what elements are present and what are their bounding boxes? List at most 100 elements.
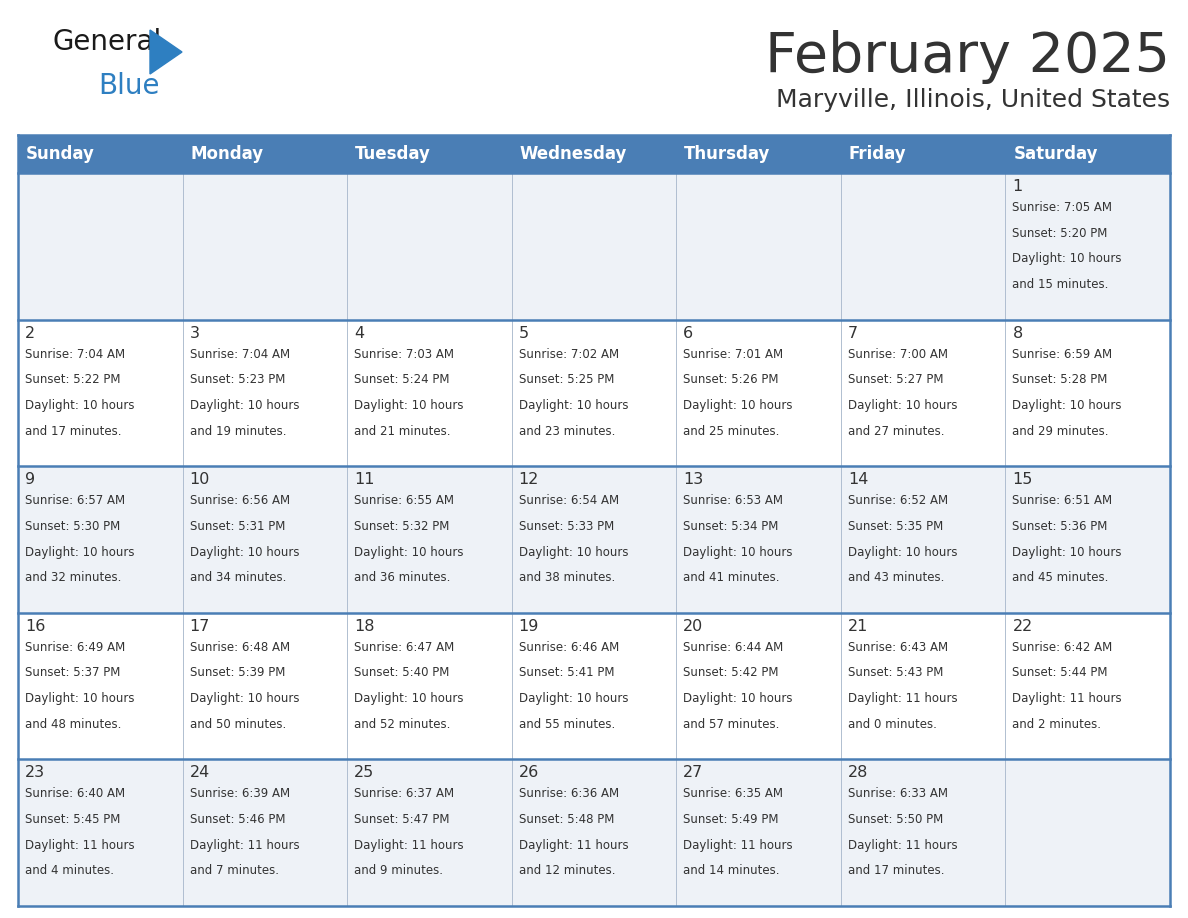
Text: Sunset: 5:36 PM: Sunset: 5:36 PM: [1012, 520, 1107, 532]
Text: and 4 minutes.: and 4 minutes.: [25, 865, 114, 878]
Text: Daylight: 11 hours: Daylight: 11 hours: [683, 839, 792, 852]
Text: Friday: Friday: [849, 145, 906, 163]
Text: Sunset: 5:46 PM: Sunset: 5:46 PM: [190, 813, 285, 826]
Text: and 43 minutes.: and 43 minutes.: [848, 571, 944, 584]
Text: Tuesday: Tuesday: [355, 145, 431, 163]
Text: Daylight: 10 hours: Daylight: 10 hours: [25, 545, 134, 558]
Text: Sunset: 5:49 PM: Sunset: 5:49 PM: [683, 813, 779, 826]
Text: and 17 minutes.: and 17 minutes.: [25, 424, 121, 438]
Text: 17: 17: [190, 619, 210, 633]
Text: and 14 minutes.: and 14 minutes.: [683, 865, 779, 878]
Text: Sunrise: 7:02 AM: Sunrise: 7:02 AM: [519, 348, 619, 361]
Text: Sunrise: 6:33 AM: Sunrise: 6:33 AM: [848, 788, 948, 800]
Text: Sunset: 5:24 PM: Sunset: 5:24 PM: [354, 374, 449, 386]
Text: Daylight: 10 hours: Daylight: 10 hours: [519, 692, 628, 705]
Text: and 21 minutes.: and 21 minutes.: [354, 424, 450, 438]
Text: and 48 minutes.: and 48 minutes.: [25, 718, 121, 731]
Text: 3: 3: [190, 326, 200, 341]
Text: Daylight: 10 hours: Daylight: 10 hours: [1012, 399, 1121, 412]
Text: Sunset: 5:44 PM: Sunset: 5:44 PM: [1012, 666, 1108, 679]
Text: Maryville, Illinois, United States: Maryville, Illinois, United States: [776, 88, 1170, 112]
Text: February 2025: February 2025: [765, 30, 1170, 84]
Bar: [18, 135, 1170, 173]
Text: Sunrise: 6:59 AM: Sunrise: 6:59 AM: [1012, 348, 1112, 361]
Text: Sunset: 5:34 PM: Sunset: 5:34 PM: [683, 520, 778, 532]
Text: 28: 28: [848, 766, 868, 780]
Text: Sunrise: 6:36 AM: Sunrise: 6:36 AM: [519, 788, 619, 800]
Text: Sunrise: 6:42 AM: Sunrise: 6:42 AM: [1012, 641, 1113, 654]
Text: and 41 minutes.: and 41 minutes.: [683, 571, 779, 584]
Text: 1: 1: [1012, 179, 1023, 194]
Text: Sunset: 5:37 PM: Sunset: 5:37 PM: [25, 666, 120, 679]
Text: 8: 8: [1012, 326, 1023, 341]
Text: Sunrise: 6:53 AM: Sunrise: 6:53 AM: [683, 494, 783, 508]
Text: and 9 minutes.: and 9 minutes.: [354, 865, 443, 878]
Text: 5: 5: [519, 326, 529, 341]
Text: 11: 11: [354, 472, 374, 487]
Text: and 38 minutes.: and 38 minutes.: [519, 571, 615, 584]
Text: Daylight: 11 hours: Daylight: 11 hours: [519, 839, 628, 852]
Text: and 57 minutes.: and 57 minutes.: [683, 718, 779, 731]
Text: 13: 13: [683, 472, 703, 487]
Text: Sunset: 5:41 PM: Sunset: 5:41 PM: [519, 666, 614, 679]
Text: Sunset: 5:31 PM: Sunset: 5:31 PM: [190, 520, 285, 532]
Text: Daylight: 10 hours: Daylight: 10 hours: [848, 545, 958, 558]
Text: Sunrise: 6:46 AM: Sunrise: 6:46 AM: [519, 641, 619, 654]
Bar: [18, 319, 1170, 466]
Text: 20: 20: [683, 619, 703, 633]
Text: Daylight: 11 hours: Daylight: 11 hours: [848, 692, 958, 705]
Text: Sunset: 5:35 PM: Sunset: 5:35 PM: [848, 520, 943, 532]
Text: 14: 14: [848, 472, 868, 487]
Text: Sunset: 5:39 PM: Sunset: 5:39 PM: [190, 666, 285, 679]
Bar: [18, 173, 1170, 319]
Text: Sunset: 5:48 PM: Sunset: 5:48 PM: [519, 813, 614, 826]
Text: 16: 16: [25, 619, 45, 633]
Text: 2: 2: [25, 326, 36, 341]
Text: Sunrise: 6:51 AM: Sunrise: 6:51 AM: [1012, 494, 1112, 508]
Text: Sunrise: 7:05 AM: Sunrise: 7:05 AM: [1012, 201, 1112, 214]
Polygon shape: [150, 30, 182, 74]
Text: 18: 18: [354, 619, 374, 633]
Text: 9: 9: [25, 472, 36, 487]
Text: Sunrise: 6:49 AM: Sunrise: 6:49 AM: [25, 641, 125, 654]
Bar: [18, 466, 1170, 613]
Text: Sunrise: 7:04 AM: Sunrise: 7:04 AM: [190, 348, 290, 361]
Text: Sunset: 5:45 PM: Sunset: 5:45 PM: [25, 813, 120, 826]
Text: Sunrise: 6:55 AM: Sunrise: 6:55 AM: [354, 494, 454, 508]
Text: Daylight: 10 hours: Daylight: 10 hours: [354, 692, 463, 705]
Text: Sunrise: 6:40 AM: Sunrise: 6:40 AM: [25, 788, 125, 800]
Text: Sunset: 5:43 PM: Sunset: 5:43 PM: [848, 666, 943, 679]
Text: Sunset: 5:23 PM: Sunset: 5:23 PM: [190, 374, 285, 386]
Text: and 17 minutes.: and 17 minutes.: [848, 865, 944, 878]
Text: Daylight: 10 hours: Daylight: 10 hours: [848, 399, 958, 412]
Text: Daylight: 10 hours: Daylight: 10 hours: [25, 399, 134, 412]
Text: Sunrise: 6:54 AM: Sunrise: 6:54 AM: [519, 494, 619, 508]
Text: Daylight: 10 hours: Daylight: 10 hours: [1012, 545, 1121, 558]
Text: Daylight: 11 hours: Daylight: 11 hours: [25, 839, 134, 852]
Text: Daylight: 10 hours: Daylight: 10 hours: [1012, 252, 1121, 265]
Text: and 23 minutes.: and 23 minutes.: [519, 424, 615, 438]
Text: Sunrise: 7:04 AM: Sunrise: 7:04 AM: [25, 348, 125, 361]
Text: and 52 minutes.: and 52 minutes.: [354, 718, 450, 731]
Text: 21: 21: [848, 619, 868, 633]
Text: and 45 minutes.: and 45 minutes.: [1012, 571, 1108, 584]
Text: Sunset: 5:33 PM: Sunset: 5:33 PM: [519, 520, 614, 532]
Text: 12: 12: [519, 472, 539, 487]
Text: 27: 27: [683, 766, 703, 780]
Text: Daylight: 11 hours: Daylight: 11 hours: [190, 839, 299, 852]
Text: Daylight: 10 hours: Daylight: 10 hours: [25, 692, 134, 705]
Text: 6: 6: [683, 326, 694, 341]
Text: 10: 10: [190, 472, 210, 487]
Text: 19: 19: [519, 619, 539, 633]
Text: Daylight: 11 hours: Daylight: 11 hours: [848, 839, 958, 852]
Text: and 32 minutes.: and 32 minutes.: [25, 571, 121, 584]
Text: Daylight: 10 hours: Daylight: 10 hours: [683, 692, 792, 705]
Text: General: General: [52, 28, 162, 56]
Text: and 0 minutes.: and 0 minutes.: [848, 718, 936, 731]
Text: and 7 minutes.: and 7 minutes.: [190, 865, 278, 878]
Text: Sunrise: 7:03 AM: Sunrise: 7:03 AM: [354, 348, 454, 361]
Text: Daylight: 10 hours: Daylight: 10 hours: [519, 399, 628, 412]
Text: and 36 minutes.: and 36 minutes.: [354, 571, 450, 584]
Text: Sunrise: 6:43 AM: Sunrise: 6:43 AM: [848, 641, 948, 654]
Text: Sunset: 5:20 PM: Sunset: 5:20 PM: [1012, 227, 1107, 240]
